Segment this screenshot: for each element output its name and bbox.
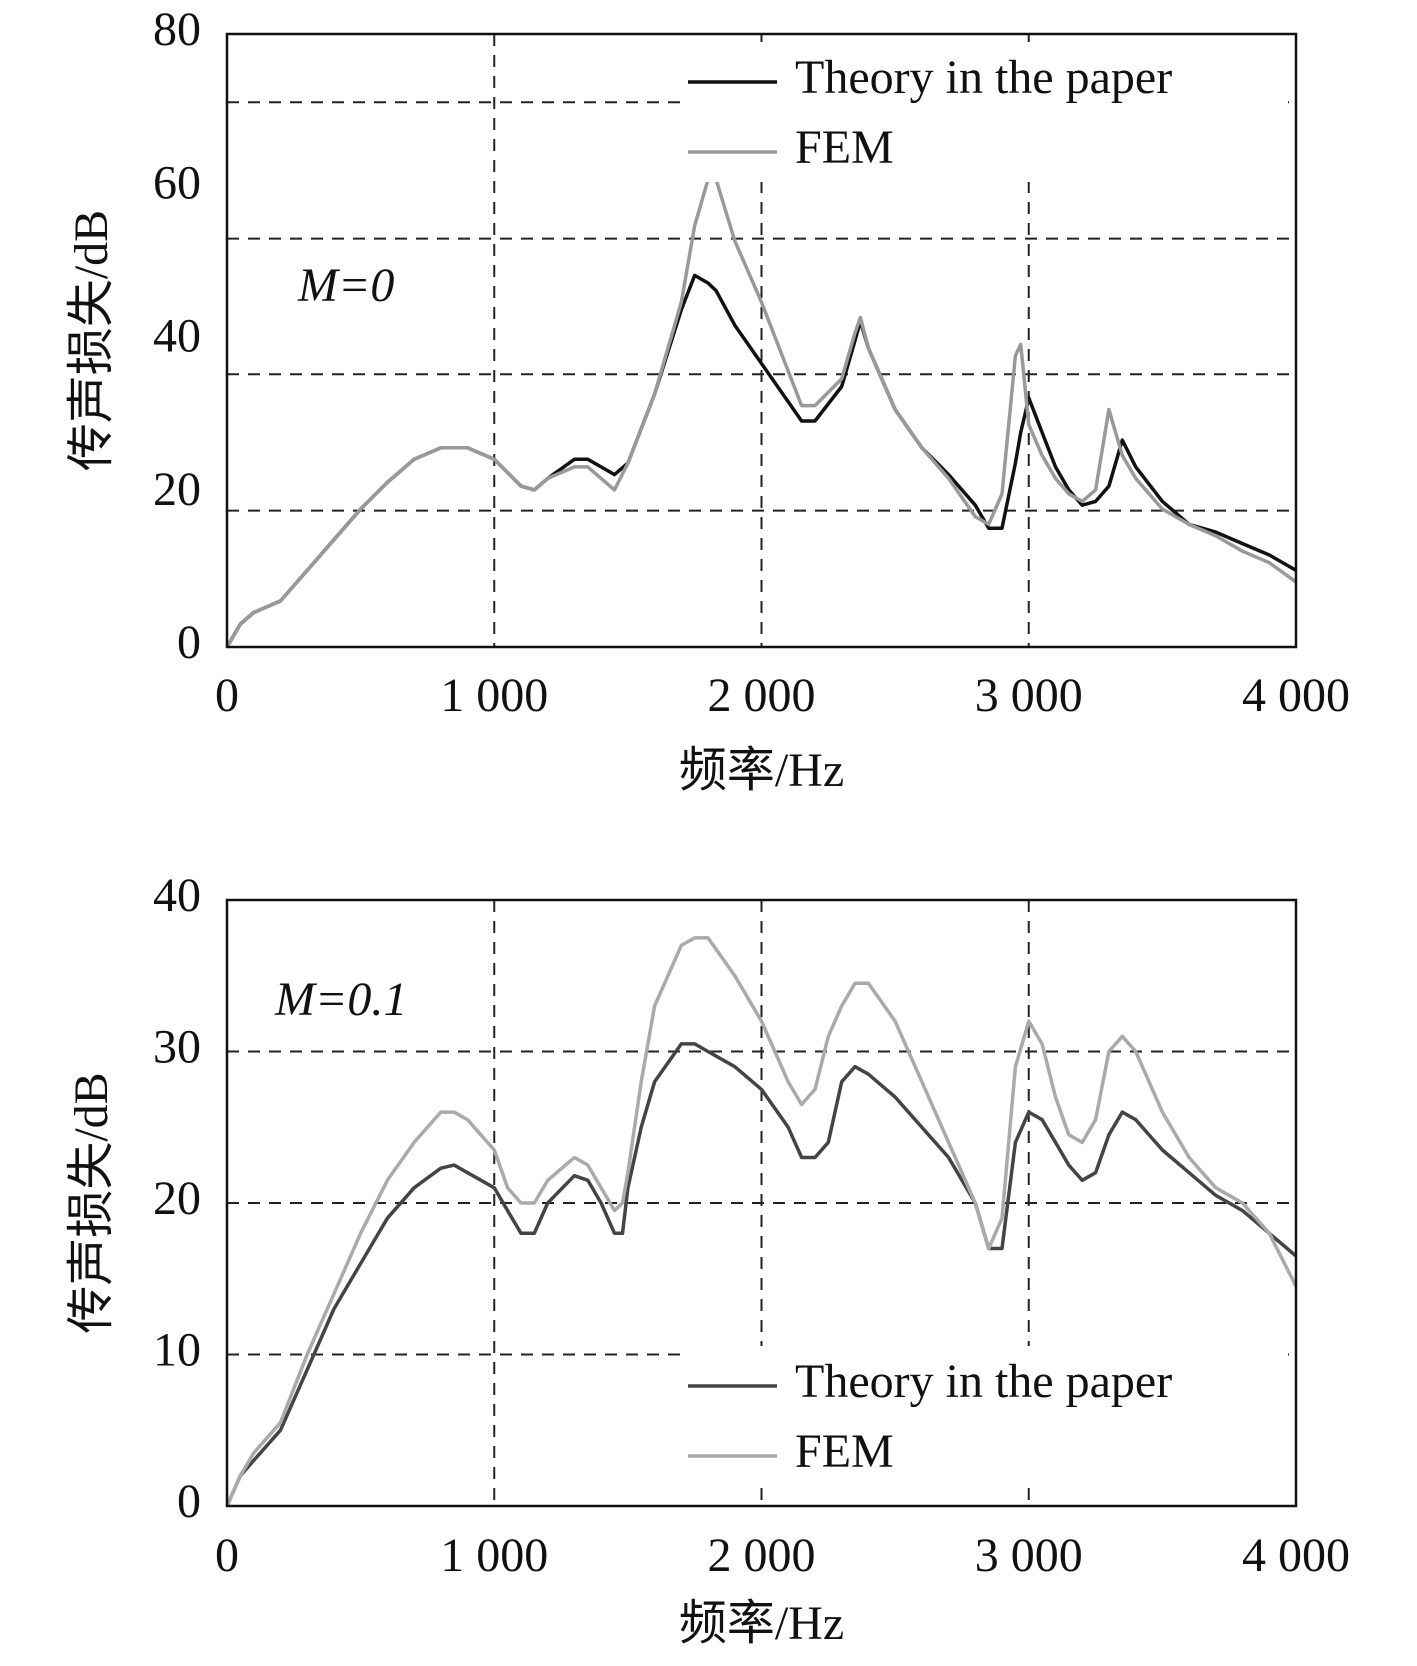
plot-frame xyxy=(225,32,1298,649)
y-tick-label: 10 xyxy=(153,1324,201,1377)
chart: 0 1 000 2 000 3 000 4 000 0 10 20 30 40 Theory in … xyxy=(65,869,1350,1650)
y-axis-label: 传声损失/dB xyxy=(65,1072,118,1333)
x-tick-label: 0 xyxy=(215,1529,239,1582)
series-line xyxy=(225,1042,1298,1507)
y-tick-label: 0 xyxy=(177,616,201,669)
annotation: M=0.1 xyxy=(274,973,407,1026)
series-line xyxy=(225,936,1298,1507)
legend-label: Theory in the paper xyxy=(795,1355,1172,1408)
x-tick-label: 1 000 xyxy=(440,669,548,722)
x-tick-label: 3 000 xyxy=(975,669,1083,722)
plot-frame xyxy=(225,898,1298,1508)
y-axis-label: 传声损失/dB xyxy=(65,210,118,471)
x-tick-label: 1 000 xyxy=(440,1529,548,1582)
x-tick-label: 4 000 xyxy=(1242,1529,1350,1582)
legend-label: FEM xyxy=(795,121,894,174)
legend-box xyxy=(680,1346,1288,1486)
annotation: M=0 xyxy=(297,259,394,312)
y-tick-label: 60 xyxy=(153,156,201,209)
x-tick-label: 4 000 xyxy=(1242,669,1350,722)
x-axis-label: 频率/Hz xyxy=(679,744,844,797)
y-tick-label: 20 xyxy=(153,1172,201,1225)
y-tick-label: 30 xyxy=(153,1021,201,1074)
series-line xyxy=(225,177,1298,648)
x-tick-label: 0 xyxy=(215,669,239,722)
y-tick-label: 80 xyxy=(153,3,201,56)
y-tick-label: 40 xyxy=(153,869,201,922)
chart: 0 1 000 2 000 3 000 4 000 0 20 40 60 80 Theory in … xyxy=(65,3,1350,797)
x-tick-label: 2 000 xyxy=(708,669,816,722)
x-tick-label: 2 000 xyxy=(708,1529,816,1582)
y-tick-label: 0 xyxy=(177,1475,201,1528)
legend-label: FEM xyxy=(795,1425,894,1478)
legend-box xyxy=(680,42,1288,182)
legend-label: Theory in the paper xyxy=(795,51,1172,104)
x-axis-label: 频率/Hz xyxy=(679,1597,844,1650)
y-tick-label: 40 xyxy=(153,310,201,363)
x-tick-label: 3 000 xyxy=(975,1529,1083,1582)
y-tick-label: 20 xyxy=(153,463,201,516)
